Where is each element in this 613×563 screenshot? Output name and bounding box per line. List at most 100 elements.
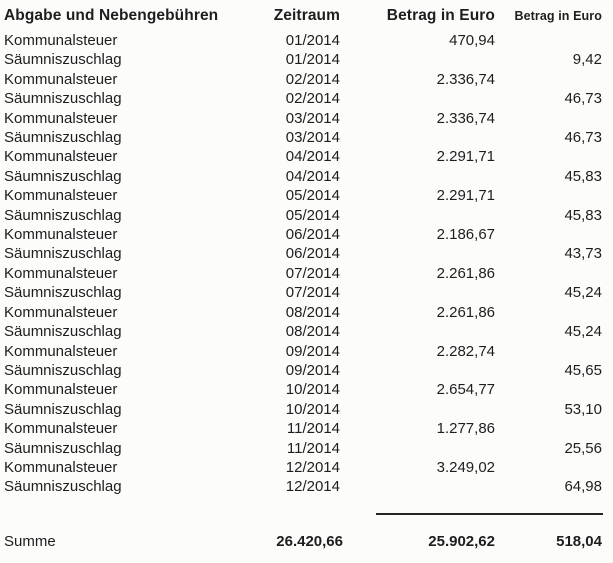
zeitraum-cell: 08/2014: [285, 323, 340, 341]
abgabe-cell: Säumniszuschlag: [4, 129, 122, 147]
table-row: Säumniszuschlag 07/2014 45,24: [0, 283, 602, 302]
table-row: Kommunalsteuer 12/2014 3.249,02: [0, 458, 602, 477]
column-header-zeitraum: Zeitraum: [273, 7, 340, 24]
zeitraum-cell: 08/2014: [285, 303, 340, 321]
betrag-2-cell: [495, 264, 602, 283]
abgabe-cell: Kommunalsteuer: [4, 303, 118, 321]
summary-total-overall: 26.420,66: [276, 533, 343, 550]
table-row: Säumniszuschlag 03/2014 46,73: [0, 128, 602, 147]
betrag-1-cell: 1.277,86: [436, 420, 495, 438]
abgabe-cell: Säumniszuschlag: [4, 284, 122, 302]
betrag-2-cell: [495, 109, 602, 128]
betrag-1-cell: 2.261,86: [436, 264, 495, 282]
betrag-2-cell: [495, 342, 602, 361]
betrag-2-cell: 43,73: [564, 245, 602, 263]
betrag-2-cell: 64,98: [564, 478, 602, 496]
table-row: Säumniszuschlag 01/2014 9,42: [0, 50, 602, 69]
summary-total-betrag-1: 25.902,62: [428, 533, 495, 550]
zeitraum-cell: 11/2014: [286, 420, 340, 438]
betrag-1-cell: 3.249,02: [436, 458, 495, 476]
abgabe-cell: Kommunalsteuer: [4, 458, 118, 476]
betrag-2-cell: 46,73: [564, 90, 602, 108]
column-header-betrag-1: Betrag in Euro: [386, 7, 495, 24]
zeitraum-cell: 09/2014: [285, 342, 340, 360]
summary-row: Summe 26.420,66 25.902,62 518,04: [0, 533, 602, 551]
zeitraum-cell: 03/2014: [285, 109, 340, 127]
abgabe-cell: Kommunalsteuer: [4, 148, 118, 166]
table-row: Kommunalsteuer 10/2014 2.654,77: [0, 380, 602, 399]
betrag-2-cell: [495, 147, 602, 166]
abgabe-cell: Kommunalsteuer: [4, 32, 118, 49]
betrag-2-cell: 53,10: [564, 400, 602, 418]
table-row: Säumniszuschlag 08/2014 45,24: [0, 322, 602, 341]
zeitraum-cell: 09/2014: [285, 361, 340, 379]
zeitraum-cell: 12/2014: [285, 478, 340, 496]
zeitraum-cell: 02/2014: [285, 70, 340, 88]
betrag-2-cell: 46,73: [564, 129, 602, 147]
zeitraum-cell: 10/2014: [285, 400, 340, 418]
betrag-1-cell: [340, 361, 495, 380]
table-row: Kommunalsteuer 02/2014 2.336,74: [0, 70, 602, 89]
abgabe-cell: Säumniszuschlag: [4, 206, 122, 224]
betrag-1-cell: [340, 322, 495, 341]
betrag-1-cell: 2.282,74: [436, 342, 495, 360]
abgabe-cell: Säumniszuschlag: [4, 51, 122, 69]
abgabe-cell: Säumniszuschlag: [4, 245, 122, 263]
betrag-2-cell: 45,83: [564, 206, 602, 224]
betrag-2-cell: 45,24: [564, 323, 602, 341]
betrag-2-cell: [495, 31, 602, 50]
betrag-2-cell: [495, 70, 602, 89]
betrag-2-cell: [495, 303, 602, 322]
betrag-1-cell: [340, 439, 495, 458]
table-row: Säumniszuschlag 04/2014 45,83: [0, 167, 602, 186]
table-row: Säumniszuschlag 02/2014 46,73: [0, 89, 602, 108]
betrag-1-cell: [340, 400, 495, 419]
column-header-betrag-2: Betrag in Euro: [514, 9, 602, 23]
zeitraum-cell: 07/2014: [285, 284, 340, 302]
zeitraum-cell: 11/2014: [286, 439, 340, 457]
betrag-2-cell: [495, 458, 602, 477]
betrag-2-cell: 45,65: [564, 361, 602, 379]
betrag-1-cell: 470,94: [449, 32, 495, 49]
betrag-2-cell: [495, 186, 602, 205]
betrag-1-cell: 2.291,71: [436, 148, 495, 166]
table-row: Kommunalsteuer 08/2014 2.261,86: [0, 303, 602, 322]
betrag-2-cell: [495, 419, 602, 438]
abgabe-cell: Säumniszuschlag: [4, 90, 122, 108]
table-row: Kommunalsteuer 05/2014 2.291,71: [0, 186, 602, 205]
zeitraum-cell: 12/2014: [285, 458, 340, 476]
table-row: Säumniszuschlag 12/2014 64,98: [0, 477, 602, 496]
abgabe-cell: Säumniszuschlag: [4, 439, 122, 457]
table-row: Säumniszuschlag 10/2014 53,10: [0, 400, 602, 419]
zeitraum-cell: 04/2014: [285, 167, 340, 185]
betrag-1-cell: 2.654,77: [436, 381, 495, 399]
table-row: Kommunalsteuer 09/2014 2.282,74: [0, 342, 602, 361]
betrag-1-cell: [340, 167, 495, 186]
betrag-2-cell: [495, 380, 602, 399]
abgabe-cell: Kommunalsteuer: [4, 264, 118, 282]
table-row: Säumniszuschlag 09/2014 45,65: [0, 361, 602, 380]
betrag-2-cell: 45,24: [564, 284, 602, 302]
table-row: Kommunalsteuer 03/2014 2.336,74: [0, 109, 602, 128]
abgabe-cell: Säumniszuschlag: [4, 361, 122, 379]
zeitraum-cell: 07/2014: [285, 264, 340, 282]
betrag-1-cell: 2.291,71: [436, 187, 495, 205]
zeitraum-cell: 05/2014: [285, 206, 340, 224]
betrag-1-cell: [340, 89, 495, 108]
abgabe-cell: Kommunalsteuer: [4, 109, 118, 127]
zeitraum-cell: 06/2014: [285, 245, 340, 263]
summary-divider: [376, 513, 603, 515]
summary-label: Summe: [4, 533, 56, 550]
table-row: Kommunalsteuer 11/2014 1.277,86: [0, 419, 602, 438]
zeitraum-cell: 03/2014: [285, 129, 340, 147]
abgabe-cell: Kommunalsteuer: [4, 70, 118, 88]
betrag-1-cell: [340, 283, 495, 302]
abgabe-cell: Kommunalsteuer: [4, 187, 118, 205]
zeitraum-cell: 05/2014: [285, 187, 340, 205]
betrag-1-cell: 2.261,86: [436, 303, 495, 321]
betrag-2-cell: 45,83: [564, 167, 602, 185]
charges-table: Abgabe und Nebengebühren Zeitraum Betrag…: [0, 7, 602, 496]
abgabe-cell: Kommunalsteuer: [4, 381, 118, 399]
zeitraum-cell: 04/2014: [285, 148, 340, 166]
